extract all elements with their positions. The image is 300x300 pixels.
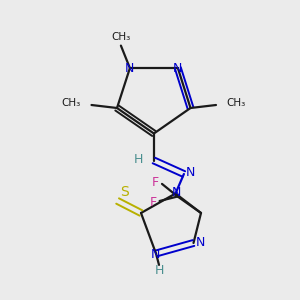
Text: H: H [155, 264, 164, 278]
Text: N: N [173, 61, 183, 75]
Text: CH₃: CH₃ [111, 32, 130, 42]
Text: F: F [149, 196, 157, 209]
Text: S: S [120, 185, 129, 199]
Text: N: N [195, 236, 205, 250]
Text: N: N [125, 61, 135, 75]
Text: N: N [151, 248, 160, 261]
Text: F: F [152, 176, 159, 189]
Text: CH₃: CH₃ [62, 98, 81, 109]
Text: N: N [171, 186, 181, 200]
Text: N: N [186, 166, 195, 179]
Text: CH₃: CH₃ [226, 98, 246, 109]
Text: H: H [134, 152, 144, 166]
